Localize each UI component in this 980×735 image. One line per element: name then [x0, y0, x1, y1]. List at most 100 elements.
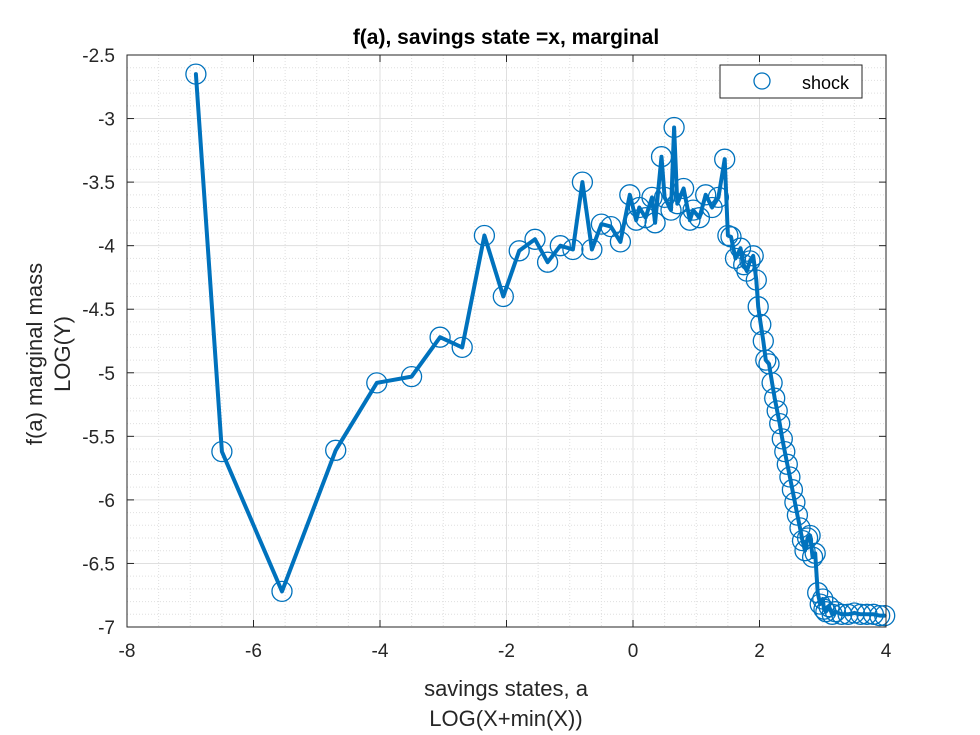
data-point-marker — [634, 207, 657, 229]
data-point-marker — [492, 285, 514, 308]
data-point-marker — [774, 440, 796, 463]
data-point-marker — [366, 372, 388, 394]
data-point-marker — [776, 453, 798, 475]
data-point-marker — [769, 412, 791, 435]
data-point-marker — [400, 365, 423, 388]
data-point-marker — [799, 524, 821, 547]
y-tick-label: -5.5 — [82, 427, 115, 448]
data-point-marker — [590, 213, 613, 235]
data-point-marker — [794, 540, 816, 562]
data-point-marker — [695, 184, 717, 206]
data-point-marker — [791, 529, 814, 552]
data-point-marker — [856, 603, 878, 625]
data-point-marker — [837, 603, 859, 625]
data-point-marker — [739, 250, 761, 272]
data-point-marker — [644, 212, 666, 234]
data-point-marker — [771, 428, 793, 450]
data-point-marker — [747, 296, 769, 318]
y-tick-label: -6 — [98, 491, 115, 512]
data-point-marker — [812, 588, 834, 610]
data-point-marker — [779, 466, 801, 488]
x-tick-label: 4 — [881, 641, 892, 662]
x-tick-label: -8 — [119, 641, 136, 662]
x-axis-ticks: -8 -6 -4 -2 0 2 4 — [119, 55, 892, 662]
series-layer — [185, 63, 896, 627]
data-point-marker — [609, 231, 632, 253]
y-tick-label: -6.5 — [82, 554, 115, 575]
legend-entry-shock: shock — [802, 73, 850, 93]
data-point-marker — [679, 209, 701, 231]
data-point-marker — [707, 186, 730, 209]
data-point-marker — [807, 582, 829, 604]
x-tick-label: 2 — [754, 641, 765, 662]
data-point-marker — [784, 491, 806, 514]
data-point-marker — [786, 504, 809, 526]
legend: shock — [719, 64, 863, 99]
x-axis-label-line2: LOG(X+min(X)) — [429, 706, 582, 731]
data-point-marker — [682, 199, 704, 221]
data-point-marker — [717, 224, 739, 247]
data-point-marker — [869, 604, 891, 627]
y-tick-label: -4.5 — [82, 300, 115, 321]
data-point-marker — [701, 196, 723, 219]
data-point-marker — [641, 186, 663, 209]
data-point-marker — [650, 146, 673, 168]
y-tick-label: -7 — [98, 618, 115, 639]
data-point-marker — [666, 193, 688, 215]
data-point-marker — [745, 269, 767, 291]
data-point-marker — [625, 209, 647, 231]
x-tick-label: -4 — [372, 641, 389, 662]
data-point-marker — [325, 439, 347, 461]
data-point-marker — [524, 228, 546, 250]
data-point-marker — [660, 199, 682, 221]
data-point-marker — [549, 235, 571, 257]
data-point-marker — [429, 326, 451, 348]
data-point-marker — [874, 604, 896, 627]
data-point-marker — [821, 603, 843, 625]
chart-title: f(a), savings state =x, marginal — [353, 26, 659, 49]
y-tick-label: -5 — [98, 364, 115, 385]
data-point-marker — [862, 603, 885, 625]
data-point-marker — [801, 546, 824, 568]
data-point-marker — [761, 372, 783, 394]
x-tick-label: -6 — [245, 641, 262, 662]
data-point-marker — [536, 251, 559, 273]
data-point-marker — [672, 177, 695, 200]
x-tick-label: 0 — [628, 641, 639, 662]
y-tick-label: -3.5 — [82, 173, 115, 194]
data-point-marker — [755, 349, 777, 371]
data-point-marker — [473, 224, 496, 247]
data-point-marker — [714, 148, 736, 170]
data-point-marker — [271, 580, 293, 603]
data-point-marker — [571, 171, 594, 193]
data-point-marker — [850, 603, 872, 625]
data-point-marker — [724, 247, 747, 270]
data-point-marker — [843, 602, 866, 624]
data-point-marker — [581, 238, 603, 261]
data-point-marker — [764, 387, 786, 409]
y-tick-label: -4 — [98, 237, 115, 258]
data-point-marker — [750, 313, 772, 336]
data-point-marker — [831, 603, 853, 625]
data-point-marker — [451, 336, 473, 359]
y-axis-ticks: -2.5 -3 -3.5 -4 -4.5 -5 -5.5 -6 -6.5 -7 — [82, 46, 886, 639]
data-point-marker — [781, 479, 804, 501]
data-point-marker — [211, 440, 233, 463]
data-point-marker — [508, 240, 530, 262]
y-axis-label-line1: f(a) marginal mass — [22, 263, 47, 445]
legend-marker-circle-icon — [753, 72, 771, 90]
data-point-marker — [600, 215, 622, 238]
data-point-marker — [663, 116, 685, 139]
y-axis-label-line2: LOG(Y) — [50, 316, 75, 392]
y-tick-label: -3 — [98, 110, 115, 131]
data-point-marker — [653, 186, 676, 209]
data-point-marker — [562, 238, 584, 261]
data-point-marker — [185, 63, 207, 85]
x-tick-label: -2 — [498, 641, 515, 662]
data-point-marker — [804, 542, 826, 564]
data-point-marker — [742, 245, 764, 267]
legend-box — [719, 64, 863, 99]
y-tick-label: -2.5 — [82, 46, 115, 67]
data-point-marker — [766, 400, 788, 422]
